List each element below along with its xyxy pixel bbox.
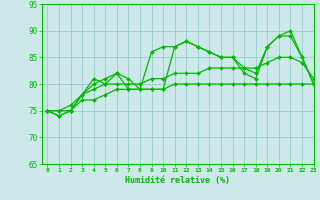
X-axis label: Humidité relative (%): Humidité relative (%) (125, 176, 230, 185)
